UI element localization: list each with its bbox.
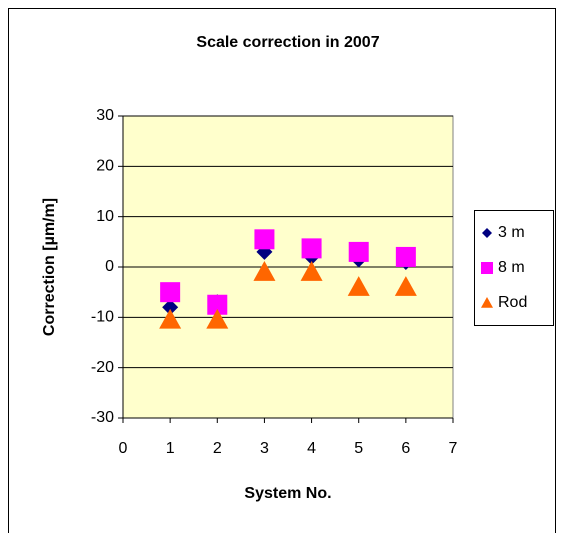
point <box>395 246 416 267</box>
point <box>160 282 181 303</box>
legend-marker <box>482 228 492 238</box>
y-tick-label: 0 <box>105 258 114 275</box>
point <box>301 238 322 259</box>
x-tick-label: 6 <box>401 440 410 457</box>
point <box>159 308 182 329</box>
y-tick-label: 10 <box>96 208 114 225</box>
point <box>162 299 179 316</box>
x-tick-label: 3 <box>260 440 269 457</box>
y-tick-label: -20 <box>91 359 114 376</box>
x-tick-label: 7 <box>449 440 458 457</box>
chart-title: Scale correction in 2007 <box>196 34 379 51</box>
y-axis-label: Correction [µm/m] <box>41 198 58 336</box>
legend-marker <box>481 262 493 274</box>
legend-label: 3 m <box>498 224 525 241</box>
point <box>254 229 275 250</box>
x-tick-label: 5 <box>354 440 363 457</box>
x-tick-label: 0 <box>119 440 128 457</box>
x-tick-label: 2 <box>213 440 222 457</box>
y-tick-label: -10 <box>91 309 114 326</box>
legend-label: 8 m <box>498 259 525 276</box>
y-tick-label: 30 <box>96 107 114 124</box>
point <box>394 276 417 296</box>
x-tick-label: 1 <box>166 440 175 457</box>
point <box>348 241 369 262</box>
x-axis-label: System No. <box>244 485 331 502</box>
legend-marker <box>481 297 493 308</box>
point <box>207 294 228 315</box>
point <box>347 276 370 296</box>
y-tick-label: -30 <box>91 409 114 426</box>
y-tick-label: 20 <box>96 158 114 175</box>
legend-label: Rod <box>498 294 527 311</box>
point <box>206 308 229 329</box>
x-tick-label: 4 <box>307 440 316 457</box>
point <box>300 261 323 281</box>
point <box>253 261 276 281</box>
